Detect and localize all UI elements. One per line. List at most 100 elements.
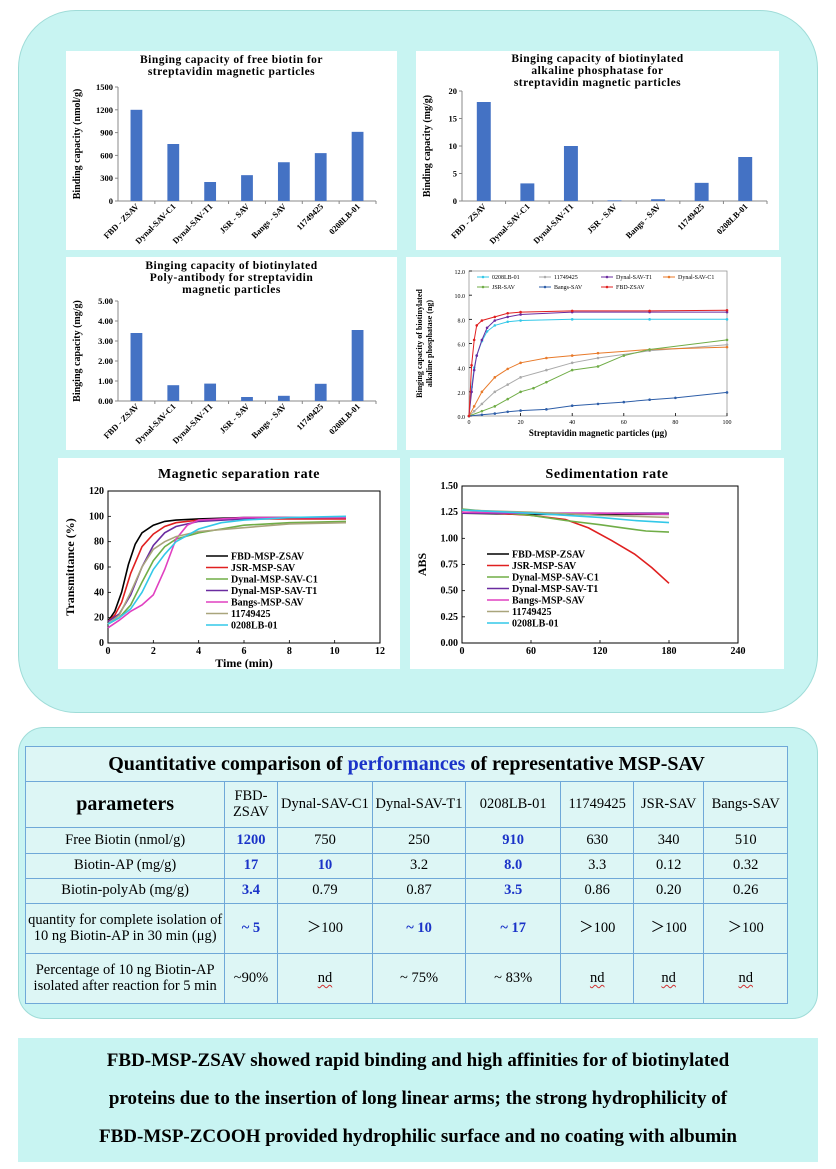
- x-tick-label: 20: [518, 420, 524, 426]
- chart-title: Binging capacity of biotinylated: [145, 260, 317, 272]
- x-tick-label: 12: [375, 646, 385, 657]
- y-tick-label: 120: [89, 486, 104, 497]
- legend-marker: [481, 275, 485, 279]
- data-point: [596, 365, 600, 368]
- y-tick-label: 1200: [96, 105, 113, 115]
- conclusion-line: proteins due to the insertion of long li…: [108, 1088, 728, 1109]
- x-tick-label: 4: [196, 646, 201, 657]
- x-axis-label: Time (min): [215, 656, 272, 669]
- x-tick-label: 60: [526, 646, 536, 657]
- table-row: Percentage of 10 ng Biotin-AP isolated a…: [24, 953, 788, 1004]
- legend-label: JSR-MSP-SAV: [231, 563, 296, 574]
- data-point: [493, 319, 497, 322]
- series-line: [107, 516, 346, 623]
- legend-marker: [543, 275, 547, 279]
- legend-label: 11749425: [554, 275, 578, 281]
- y-tick-label: 2.00: [98, 356, 113, 366]
- bar: [241, 175, 253, 201]
- y-axis-label: Binging capacity (mg/g): [72, 300, 83, 402]
- table-header-row: parameters FBD-ZSAV Dynal-SAV-C1 Dynal-S…: [24, 781, 788, 828]
- header-parameters: parameters: [24, 781, 226, 828]
- plot-frame: [468, 270, 728, 417]
- legend-label: Dynal-MSP-SAV-T1: [231, 586, 317, 597]
- y-tick-label: 80: [94, 537, 104, 548]
- x-tick-label: 0: [106, 646, 111, 657]
- y-tick-label: 40: [94, 587, 104, 598]
- legend-marker: [543, 285, 547, 289]
- data-point: [470, 390, 473, 394]
- chart-polyab-svg: Binging capacity of biotinylatedPoly-ant…: [72, 260, 377, 446]
- bar: [314, 383, 327, 401]
- table-row: Free Biotin (nmol/g) 1200 750 250 910 63…: [24, 827, 788, 854]
- y-tick-label: 0.00: [98, 396, 113, 406]
- table-row: Biotin-polyAb (mg/g) 3.4 0.79 0.87 3.5 0…: [24, 878, 788, 904]
- x-tick-label: JSR - SAV: [217, 401, 252, 436]
- data-point: [622, 400, 626, 404]
- data-point: [570, 309, 574, 313]
- legend-label: 0208LB-01: [492, 275, 520, 281]
- data-point: [506, 320, 509, 324]
- data-point: [725, 345, 729, 349]
- y-tick-label: 0: [109, 196, 113, 206]
- data-point: [725, 318, 729, 321]
- series-line: [468, 311, 727, 417]
- bar: [167, 144, 180, 201]
- y-axis-label: ABS: [415, 553, 429, 577]
- y-tick-label: 15: [449, 114, 458, 124]
- data-point: [493, 376, 497, 379]
- chart-polyab: Binging capacity of biotinylated Poly-ant…: [66, 257, 397, 450]
- plot-frame: [461, 485, 739, 644]
- x-tick-label: 0: [460, 646, 465, 657]
- y-tick-label: 0.25: [441, 612, 459, 623]
- data-point: [532, 386, 535, 390]
- chart-title: Poly-antibody for streptavidin: [150, 272, 314, 284]
- bar: [277, 395, 290, 401]
- data-point: [725, 391, 729, 394]
- data-point: [472, 405, 476, 408]
- legend-label: Dynal-SAV-T1: [616, 275, 652, 281]
- x-tick-label: 40: [569, 420, 575, 426]
- y-tick-label: 0.0: [458, 415, 466, 421]
- series-line: [107, 518, 346, 623]
- data-point: [472, 368, 476, 372]
- header-dynal-c1: Dynal-SAV-C1: [276, 781, 374, 828]
- series-line: [107, 521, 347, 625]
- data-point: [648, 318, 651, 321]
- data-point: [506, 410, 509, 414]
- x-tick-label: 6: [242, 646, 247, 657]
- y-axis-label: Binding capacity (mg/g): [422, 95, 433, 197]
- header-0208lb: 0208LB-01: [464, 781, 562, 828]
- table-row: quantity for complete isolation of 10 ng…: [24, 903, 788, 954]
- data-point: [480, 413, 484, 417]
- header-bangs-sav: Bangs-SAV: [703, 781, 788, 828]
- legend-label: 0208LB-01: [512, 619, 559, 630]
- data-point: [493, 324, 497, 327]
- y-tick-label: 600: [100, 150, 113, 160]
- x-tick-label: Dynal-SAV-C1: [487, 201, 532, 246]
- data-point: [725, 338, 729, 342]
- bar: [738, 157, 753, 201]
- x-tick-label: 2: [151, 646, 156, 657]
- x-tick-label: FBD - ZSAV: [101, 401, 141, 441]
- y-axis-label: Binding capacity (nmol/g): [72, 89, 83, 200]
- data-point: [545, 380, 548, 384]
- chart-biotin-ap: Binging capacity of biotinylated alkaline…: [416, 51, 779, 250]
- y-tick-label: 0.00: [441, 638, 459, 649]
- x-tick-label: JSR - SAV: [217, 201, 252, 236]
- x-tick-label: Dynal-SAV-T1: [531, 201, 575, 245]
- bar: [607, 200, 622, 202]
- data-point: [648, 348, 651, 351]
- data-point: [519, 313, 522, 316]
- chart-ap-binding-curve-svg: 0 20 40 60 80 100 0.0 2.0 4.0 6.0 8.0 10.0 12.0 Strep…: [415, 270, 732, 438]
- chart-title: magnetic particles: [182, 284, 281, 296]
- data-point: [596, 356, 600, 360]
- legend-label: 11749425: [231, 609, 270, 620]
- x-axis-label: Streptavidin magnetic particles (μg): [529, 428, 667, 438]
- x-tick-label: FBD - ZSAV: [449, 201, 489, 241]
- data-point: [493, 405, 497, 408]
- conclusion-line: FBD-MSP-ZSAV showed rapid binding and hi…: [106, 1050, 730, 1071]
- series-line: [468, 339, 728, 417]
- data-point: [519, 409, 522, 412]
- legend-marker: [605, 275, 609, 279]
- header-fbd-zsav: FBD-ZSAV: [224, 781, 278, 828]
